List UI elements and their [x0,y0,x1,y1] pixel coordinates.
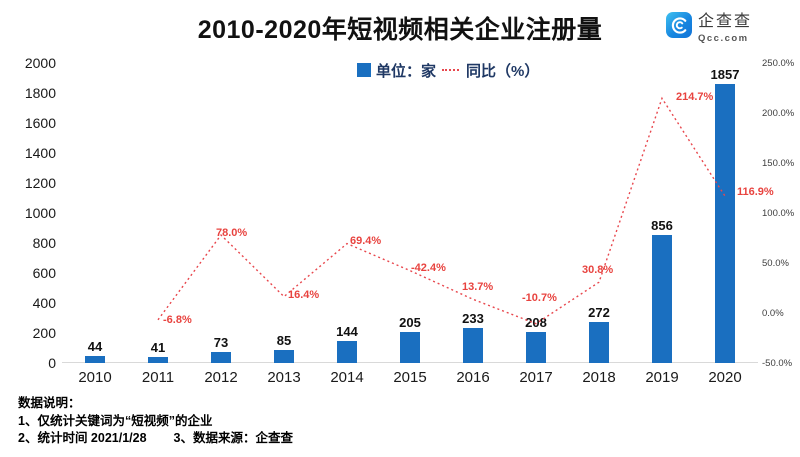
legend-line-swatch [442,69,460,71]
y-axis-left-tick: 1400 [24,145,56,161]
bar-value-label: 44 [87,339,103,355]
y-axis-left-tick: 2000 [24,55,56,71]
notes-item-2: 2、统计时间 2021/1/28 [18,431,147,445]
y-axis-right-tick: 200.0% [762,108,795,119]
bar-value-label: 208 [525,314,547,330]
chart-legend: 单位：家 同比（%） [357,62,540,80]
y-axis-right-tick: 250.0% [762,58,795,69]
growth-point-label: 214.7% [676,91,714,103]
bar-2012 [211,352,231,363]
y-axis-left-tick: 800 [32,235,56,251]
bar-2017 [526,331,546,363]
bar-2011 [148,356,168,363]
x-axis-tick: 2010 [78,369,112,386]
y-axis-left-tick: 600 [32,265,56,281]
growth-point-label: -42.4% [411,262,446,274]
bar-value-label: 205 [399,315,421,331]
qcc-logo-icon [666,12,692,38]
notes-line-1: 1、仅统计关键词为“短视频”的企业 [18,413,213,428]
x-axis-tick: 2012 [204,369,238,386]
bar-2018 [589,322,609,363]
y-axis-right-tick: 150.0% [762,158,795,169]
growth-point-label: 69.4% [350,235,382,247]
x-axis-tick: 2018 [582,369,616,386]
bar-value-label: 856 [651,217,673,233]
bar-value-label: 144 [336,324,358,340]
y-axis-right-tick: 50.0% [762,258,789,269]
bar-value-label: 1857 [710,67,740,83]
y-axis-left-tick: 1200 [24,175,56,191]
y-axis-left-tick: 400 [32,295,56,311]
growth-point-label: 30.8% [582,264,614,276]
legend-line-label: 同比（%） [466,62,540,80]
bar-value-label: 41 [150,339,166,355]
growth-point-label: -10.7% [522,292,557,304]
growth-point-label: 78.0% [216,227,248,239]
bar-2013 [274,350,294,363]
growth-point-label: 16.4% [288,289,320,301]
logo-brand-text: 企查查 [698,13,753,30]
y-axis-left-tick: 0 [48,355,56,371]
x-axis-tick: 2014 [330,369,364,386]
y-axis-left-tick: 1600 [24,115,56,131]
y-axis-right-tick: -50.0% [762,358,793,369]
x-axis-tick: 2011 [141,369,175,386]
notes-item-3: 3、数据来源：企查查 [173,431,293,445]
notes-line-2: 2、统计时间 2021/1/28 3、数据来源：企查查 [18,430,293,448]
bar-value-label: 272 [588,305,610,321]
bar-2014 [337,341,357,363]
growth-point-label: 116.9% [737,186,774,198]
bar-value-label: 233 [462,311,484,327]
x-axis-tick: 2013 [267,369,301,386]
notes-heading: 数据说明： [18,396,81,410]
growth-point-label: 13.7% [462,281,494,293]
qcc-logo-text: 企查查 Qcc.com [698,12,752,44]
chart-title: 2010-2020年短视频相关企业注册量 [197,16,603,44]
bar-2020 [715,84,735,363]
x-axis-tick: 2017 [519,369,553,386]
bar-2019 [652,234,672,363]
y-axis-left-tick: 200 [32,325,56,341]
x-axis-tick: 2015 [393,369,427,386]
bar-2010 [85,356,105,363]
bar-value-label: 73 [213,335,229,351]
y-axis-left-tick: 1000 [24,205,56,221]
bar-value-label: 85 [276,333,292,349]
qcc-logo: 企查查 Qcc.com [666,12,752,44]
bar-2016 [463,328,483,363]
y-axis-right-tick: 0.0% [762,308,784,319]
legend-bar-swatch [357,63,371,77]
x-axis-tick: 2020 [708,369,742,386]
legend-bar-label: 单位：家 [376,62,437,80]
x-axis-tick: 2016 [456,369,490,386]
growth-point-label: -6.8% [163,314,192,326]
logo-site-text: Qcc.com [698,33,749,44]
x-axis-tick: 2019 [645,369,679,386]
bar-2015 [400,332,420,363]
y-axis-right-tick: 100.0% [762,208,795,219]
y-axis-left-tick: 1800 [24,85,56,101]
data-notes: 数据说明： 1、仅统计关键词为“短视频”的企业 2、统计时间 2021/1/28… [18,395,293,448]
